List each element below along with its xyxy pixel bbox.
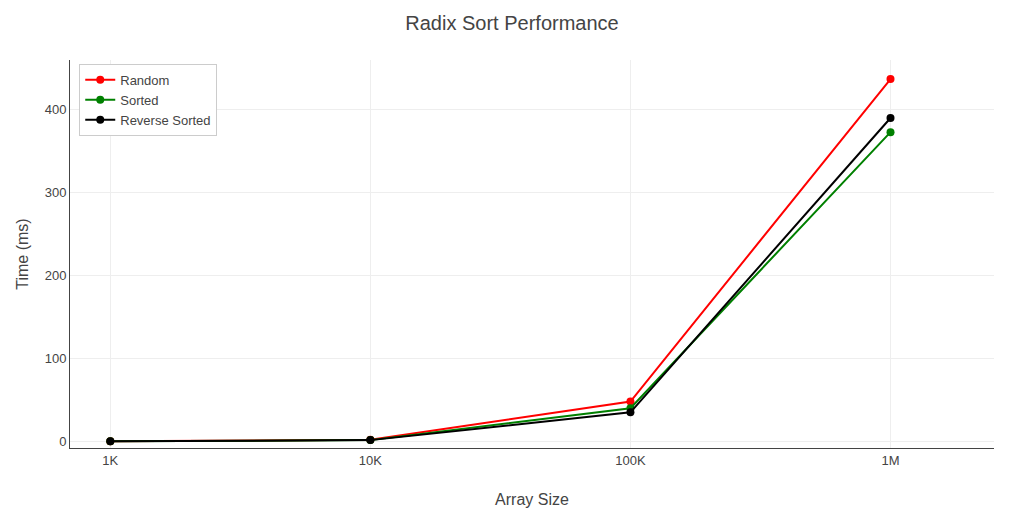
svg-text:Random: Random xyxy=(120,73,169,88)
svg-text:10K: 10K xyxy=(359,453,382,468)
svg-text:Time (ms): Time (ms) xyxy=(14,218,31,289)
svg-text:1K: 1K xyxy=(102,453,118,468)
svg-text:100K: 100K xyxy=(615,453,646,468)
svg-text:100: 100 xyxy=(45,351,67,366)
svg-text:200: 200 xyxy=(45,268,67,283)
svg-text:Sorted: Sorted xyxy=(120,93,158,108)
svg-text:Radix Sort Performance: Radix Sort Performance xyxy=(405,12,618,34)
svg-text:300: 300 xyxy=(45,185,67,200)
svg-text:1M: 1M xyxy=(881,453,899,468)
svg-text:Reverse Sorted: Reverse Sorted xyxy=(120,113,210,128)
svg-text:Array Size: Array Size xyxy=(495,491,569,508)
svg-text:400: 400 xyxy=(45,102,67,117)
svg-text:0: 0 xyxy=(59,434,66,449)
